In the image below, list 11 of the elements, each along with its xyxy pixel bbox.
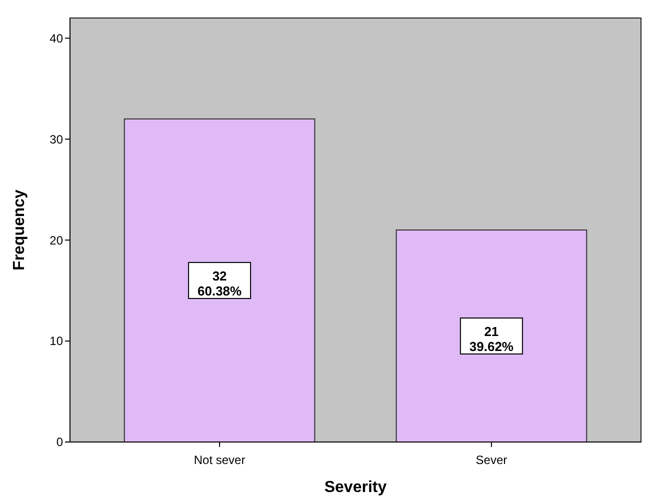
- y-tick-label: 0: [56, 435, 64, 450]
- data-label: 32 60.38%: [198, 268, 242, 298]
- y-tick-label: 30: [50, 132, 64, 146]
- y-tick-label: 10: [50, 334, 64, 348]
- x-axis-title: Severity: [324, 479, 387, 496]
- x-tick-label: Not sever: [194, 453, 246, 467]
- y-tick-label: 20: [50, 233, 64, 248]
- x-tick-label: Sever: [476, 453, 508, 467]
- y-axis-title: Frequency: [11, 189, 28, 270]
- y-tick-label: 40: [50, 31, 64, 46]
- data-label: 21 39.62%: [469, 324, 514, 354]
